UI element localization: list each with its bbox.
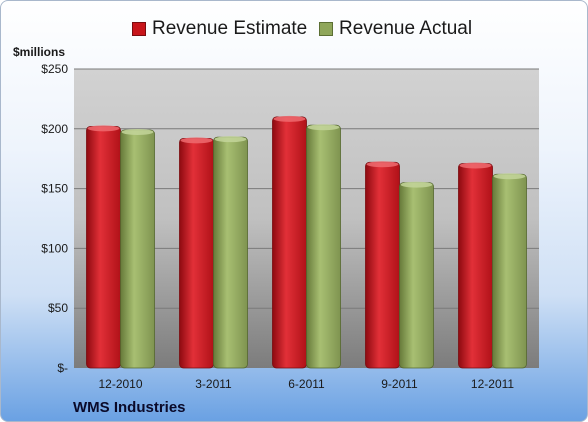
legend-label-estimate: Revenue Estimate <box>152 18 308 39</box>
y-tick-label: $200 <box>41 122 68 136</box>
y-tick-label: $250 <box>41 62 68 76</box>
legend-swatch-actual <box>319 22 333 36</box>
bars <box>86 115 527 369</box>
x-tick-label: 9-2011 <box>381 377 418 391</box>
bar-cap <box>273 115 306 122</box>
x-tick-label: 3-2011 <box>195 377 232 391</box>
bar-cap <box>87 125 120 132</box>
bar-actual-12-2011 <box>492 173 527 369</box>
x-tick-label: 6-2011 <box>288 377 325 391</box>
bar-estimate-9-2011 <box>365 161 400 369</box>
bar-actual-3-2011 <box>213 136 248 369</box>
tick-labels: $- $50 $100 $150 $200 $250 12-2010 3-2011 6-2011… <box>41 62 514 391</box>
legend-item-actual: Revenue Actual <box>319 17 472 41</box>
bar-estimate-3-2011 <box>179 137 214 369</box>
bar-actual-12-2010 <box>120 129 155 369</box>
y-axis-unit-label: $millions <box>13 45 66 59</box>
bar-cap <box>214 136 247 143</box>
bar-cap <box>307 124 340 131</box>
company-label: WMS Industries <box>73 399 186 416</box>
bar-cap <box>180 137 213 144</box>
bar-cap <box>121 128 154 135</box>
bar-cap <box>459 162 492 169</box>
bar-estimate-12-2011 <box>458 163 493 369</box>
y-tick-label: $50 <box>48 301 68 315</box>
legend-item-estimate: Revenue Estimate <box>132 17 307 41</box>
legend-label-actual: Revenue Actual <box>339 18 473 39</box>
bar-cap <box>366 161 399 168</box>
y-tick-label: $100 <box>41 241 68 255</box>
y-tick-label: $150 <box>41 182 68 196</box>
x-tick-label: 12-2010 <box>98 377 142 391</box>
bar-estimate-6-2011 <box>272 116 307 369</box>
bar-actual-6-2011 <box>306 124 341 369</box>
bar-actual-9-2011 <box>399 182 434 369</box>
legend-swatch-estimate <box>132 22 146 36</box>
bar-estimate-12-2010 <box>86 126 121 369</box>
y-tick-label: $- <box>57 361 68 375</box>
x-tick-label: 12-2011 <box>471 377 514 391</box>
bar-cap <box>400 181 433 188</box>
bar-cap <box>493 173 526 180</box>
